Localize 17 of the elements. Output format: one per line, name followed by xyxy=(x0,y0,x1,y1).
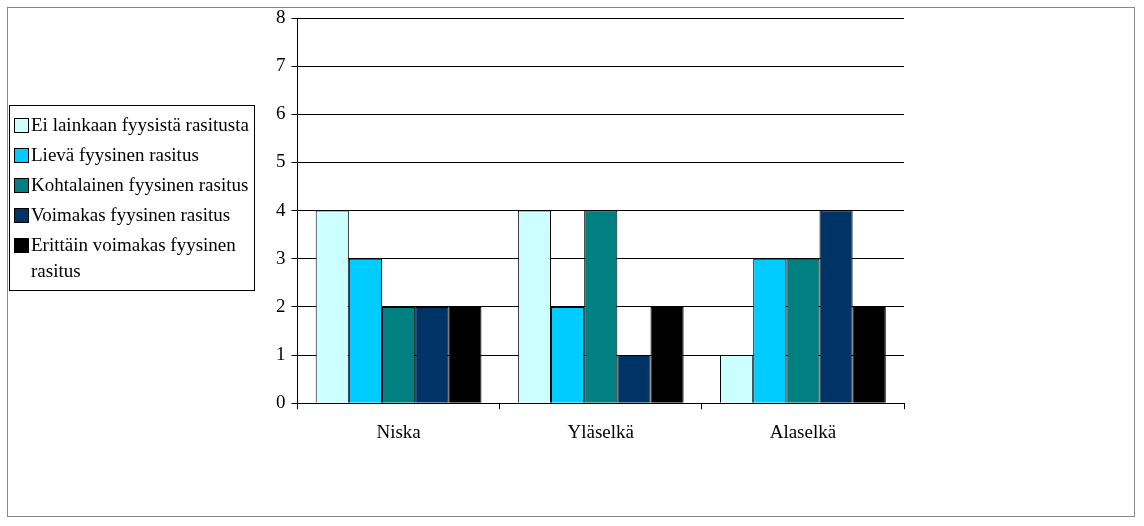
legend-label: Ei lainkaan fyysistä rasitusta xyxy=(31,113,249,137)
y-tick-label: 1 xyxy=(276,343,286,365)
legend-label: Voimakas fyysinen rasitus xyxy=(31,203,231,227)
y-tick-label: 8 xyxy=(276,5,286,27)
x-tick-label: Niska xyxy=(376,420,422,442)
legend-label: Erittäin voimakas fyysinen rasitus xyxy=(31,233,237,283)
y-tick-label: 2 xyxy=(276,294,286,316)
y-tick-label: 7 xyxy=(276,54,286,76)
y-tick-label: 4 xyxy=(276,198,286,220)
y-tick-label: 5 xyxy=(276,150,286,172)
y-tick-label: 0 xyxy=(276,391,286,413)
legend-label: Kohtalainen fyysinen rasitus xyxy=(31,173,249,197)
legend-label: Lievä fyysinen rasitus xyxy=(31,143,199,167)
x-tick-label: Alaselkä xyxy=(769,420,837,442)
y-tick-label: 6 xyxy=(276,102,286,124)
y-tick-label: 3 xyxy=(276,246,286,268)
x-tick-label: Yläselkä xyxy=(567,420,635,442)
